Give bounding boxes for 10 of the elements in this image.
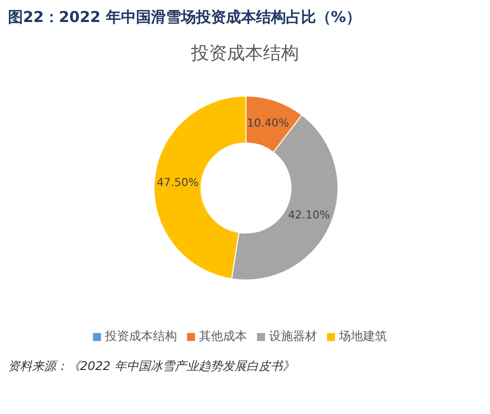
chart-title: 图22：2022 年中国滑雪场投资成本结构占比（%） (8, 8, 362, 27)
data-label: 42.10% (288, 208, 330, 222)
text: 资料来源：《2022 年中国冰雪产业趋势发展白皮书》 (8, 358, 296, 375)
legend-label: 其他成本 (199, 329, 247, 343)
legend-label: 场地建筑 (339, 329, 387, 343)
legend-label: 设施器材 (269, 329, 317, 343)
data-label: 47.50% (156, 176, 199, 190)
data-label: 10.40% (247, 116, 289, 130)
legend-label: 投资成本结构 (105, 329, 177, 343)
chart-subtitle: 投资成本结构 (190, 42, 300, 65)
